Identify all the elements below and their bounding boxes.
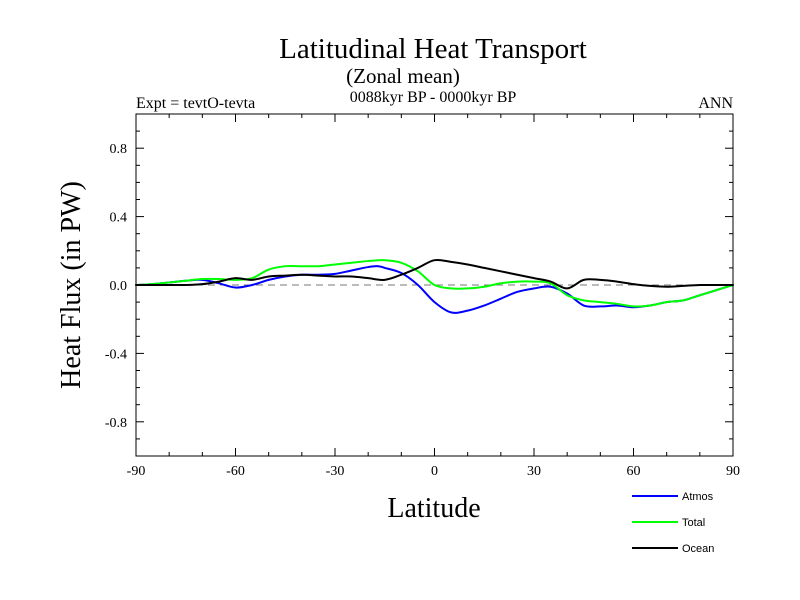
x-tick-label: 30 — [527, 464, 541, 479]
y-tick-label: 0.4 — [110, 211, 128, 226]
x-tick-label: -30 — [326, 464, 345, 479]
axis-ticks — [135, 113, 734, 457]
x-tick-label: 90 — [726, 464, 740, 479]
y-axis-label: Heat Flux (in PW) — [56, 181, 87, 389]
chart-subtitle: (Zonal mean) — [346, 64, 460, 88]
series-line-total — [135, 259, 734, 308]
x-tick-label: 60 — [627, 464, 641, 479]
chart-title: Latitudinal Heat Transport — [279, 33, 587, 65]
x-tick-label: -60 — [226, 464, 245, 479]
x-tick-label: 0 — [431, 464, 438, 479]
legend-label-ocean: Ocean — [682, 543, 714, 555]
legend-label-total: Total — [682, 517, 705, 529]
series-lines — [135, 258, 734, 314]
y-tick-label: 0.0 — [110, 279, 128, 294]
axis-tick-labels: -90 -60 -30 0 30 60 90 -0.8 -0.4 0.0 0.4 0.8 — [105, 142, 740, 479]
plot-area: -90 -60 -30 0 30 60 90 -0.8 -0.4 0.0 0.4 0.8 — [105, 113, 740, 479]
y-tick-label: 0.8 — [110, 142, 128, 157]
y-tick-label: -0.4 — [105, 347, 127, 362]
x-tick-label: -90 — [127, 464, 146, 479]
y-tick-label: -0.8 — [105, 416, 127, 431]
legend: Atmos Total Ocean — [632, 491, 714, 555]
x-axis-label: Latitude — [387, 493, 480, 524]
experiment-label: Expt = tevtO-tevta — [136, 95, 255, 112]
season-label: ANN — [698, 95, 733, 112]
period-label: 0088kyr BP - 0000kyr BP — [350, 89, 517, 106]
legend-label-atmos: Atmos — [682, 491, 714, 503]
series-line-ocean — [135, 258, 734, 290]
